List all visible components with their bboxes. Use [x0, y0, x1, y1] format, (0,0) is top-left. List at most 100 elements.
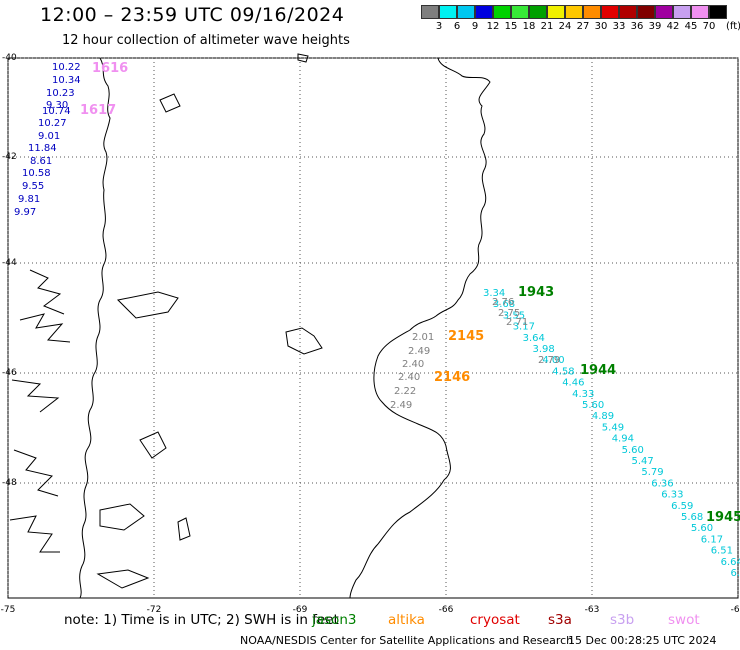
pass-label: 1616 — [92, 61, 128, 76]
swh-value: 2.71 — [506, 317, 528, 328]
swh-value: 9.81 — [18, 194, 40, 205]
swh-value: 2.49 — [408, 346, 430, 357]
swh-value: 3.98 — [533, 344, 555, 355]
scale-swatch — [439, 5, 457, 19]
swh-value: 9.97 — [14, 207, 36, 218]
graticule — [7, 57, 739, 598]
swh-value: 6.64 — [721, 557, 740, 568]
pass-time-labels: 1616 1617 1943 1944 1945 2145 2146 — [80, 61, 740, 525]
scale-label: 45 — [684, 21, 698, 32]
scale-label: 39 — [648, 21, 662, 32]
scale-swatch — [637, 5, 655, 19]
swh-value: 3.17 — [513, 322, 535, 333]
satellite-legend-item: altika — [388, 612, 425, 628]
pass-label: 2145 — [448, 329, 484, 344]
map-frame — [7, 57, 739, 599]
swh-value: 5.60 — [622, 445, 644, 456]
swh-value: 3.34 — [483, 288, 505, 299]
latitude-label: -46 — [2, 368, 17, 378]
swh-value: 2.49 — [390, 400, 412, 411]
fjord-2 — [19, 313, 71, 343]
longitude-label: -63 — [585, 605, 600, 615]
map-title: 12:00 – 23:59 UTC 09/16/2024 — [40, 4, 345, 26]
satellite-legend-item: s3b — [610, 612, 635, 628]
pass-label: 1943 — [518, 285, 554, 300]
swh-value: 2.76 — [492, 297, 514, 308]
scale-label: 36 — [630, 21, 644, 32]
island-west-1 — [116, 291, 179, 319]
swh-value: 4.46 — [562, 378, 584, 389]
fjord-4 — [13, 449, 59, 497]
swh-value: 6.36 — [651, 478, 673, 489]
island-west-2 — [139, 431, 167, 459]
swh-value: 3.55 — [503, 310, 525, 321]
scale-swatch — [511, 5, 529, 19]
scale-swatch — [475, 5, 493, 19]
footer-credit: NOAA/NESDIS Center for Satellite Applica… — [240, 634, 574, 647]
swh-value: 9.30 — [46, 100, 68, 111]
fjord-5 — [9, 515, 60, 553]
longitude-label: -75 — [1, 605, 16, 615]
footer-timestamp: 15 Dec 00:28:25 UTC 2024 — [568, 634, 717, 647]
scale-swatch — [529, 5, 547, 19]
scale-swatch — [619, 5, 637, 19]
swh-value: 6.33 — [661, 490, 683, 501]
swh-value: 4.58 — [552, 366, 574, 377]
scale-swatch — [601, 5, 619, 19]
scale-swatch — [709, 5, 727, 19]
swh-value: 4.33 — [572, 389, 594, 400]
pass-label: 1945 — [706, 510, 740, 525]
satellite-legend-item: cryosat — [470, 612, 520, 628]
scale-swatch — [673, 5, 691, 19]
satellite-legend-item: jason3 — [312, 612, 357, 628]
scale-swatch — [457, 5, 475, 19]
scale-swatch — [565, 5, 583, 19]
scale-label: 30 — [594, 21, 608, 32]
scale-swatch — [655, 5, 673, 19]
swh-value: 5.68 — [681, 512, 703, 523]
swh-value: 4.00 — [542, 355, 564, 366]
pass-label: 1617 — [80, 103, 116, 118]
swh-value: 10.34 — [52, 75, 81, 86]
longitude-label: -60 — [731, 605, 740, 615]
swh-value: 4.89 — [592, 411, 614, 422]
pass-label: 1944 — [580, 363, 616, 378]
map-subtitle: 12 hour collection of altimeter wave hei… — [62, 33, 350, 48]
scale-swatch — [421, 5, 439, 19]
swh-value: 5.60 — [582, 400, 604, 411]
satellite-legend-item: s3a — [548, 612, 572, 628]
swh-value: 10.27 — [38, 118, 67, 129]
footer-note: note: 1) Time is in UTC; 2) SWH is in fe… — [64, 612, 339, 628]
swh-value: 10.22 — [52, 62, 81, 73]
swh-value: 2.40 — [402, 359, 424, 370]
scale-label: 18 — [522, 21, 536, 32]
scale-label: 3 — [435, 21, 443, 32]
scale-label: 12 — [486, 21, 500, 32]
swh-value: 9.01 — [38, 131, 60, 142]
axis-labels: -40 -42 -44 -46 -48 -75 -72 -69 -66 -63 -60 — [1, 53, 740, 615]
island-west-3 — [99, 503, 145, 531]
scale-label: 6 — [453, 21, 461, 32]
latitude-label: -40 — [2, 53, 17, 63]
scale-units: (ft) — [726, 21, 740, 32]
swh-value: 5.49 — [602, 422, 624, 433]
swh-value: 10.23 — [46, 88, 75, 99]
swh-value: 10.74 — [42, 106, 71, 117]
scale-label: 9 — [471, 21, 479, 32]
swh-value: 3.64 — [523, 333, 545, 344]
swh-value: 5.47 — [632, 456, 654, 467]
swh-value: 5.60 — [691, 523, 713, 534]
swh-value: 2.22 — [394, 386, 416, 397]
swh-value: 5.79 — [641, 467, 663, 478]
fjord-3 — [11, 379, 60, 413]
east-coastline — [349, 57, 491, 599]
swh-value: 8.61 — [30, 156, 52, 167]
swh-value: 6.51 — [711, 546, 733, 557]
island-east-2 — [297, 53, 309, 63]
swh-value: 6.59 — [671, 501, 693, 512]
longitude-label: -72 — [147, 605, 162, 615]
scale-label: 27 — [576, 21, 590, 32]
satellite-legend-item: swot — [668, 612, 700, 628]
